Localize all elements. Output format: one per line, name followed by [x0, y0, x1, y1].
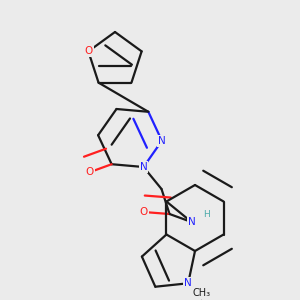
Text: O: O: [140, 207, 148, 217]
Text: N: N: [184, 278, 192, 288]
Text: H: H: [203, 209, 210, 218]
Text: O: O: [85, 167, 94, 177]
Text: CH₃: CH₃: [193, 288, 211, 298]
Text: O: O: [84, 46, 92, 56]
Text: N: N: [140, 162, 147, 172]
Text: N: N: [158, 136, 166, 146]
Text: N: N: [188, 217, 195, 227]
